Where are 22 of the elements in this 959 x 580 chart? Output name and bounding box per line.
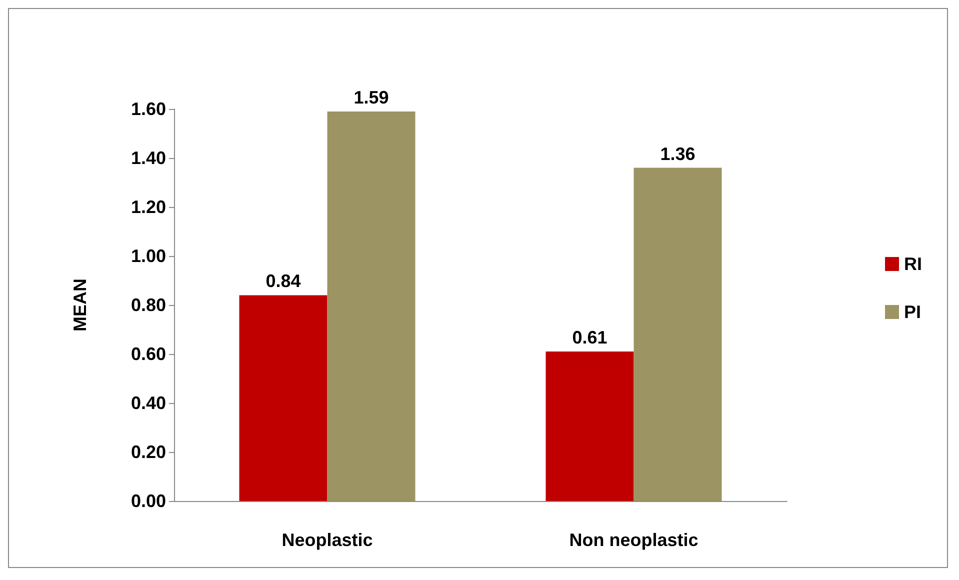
y-tick-label: 0.60	[130, 344, 166, 364]
y-tick-label: 1.00	[130, 246, 166, 266]
y-tick-label: 0.80	[130, 295, 166, 315]
y-tick-label: 0.00	[130, 491, 166, 511]
data-label: 0.84	[266, 271, 301, 292]
bar	[239, 295, 328, 501]
x-tick-label: Non neoplastic	[569, 530, 698, 550]
y-axis-title: MEAN	[70, 278, 90, 332]
bar	[327, 111, 416, 501]
legend-label: RI	[904, 254, 922, 274]
y-tick-label: 1.20	[130, 197, 166, 217]
data-label: 1.59	[354, 87, 389, 108]
bar	[634, 168, 722, 501]
bar	[546, 352, 634, 501]
x-tick-label: Neoplastic	[282, 530, 373, 550]
data-label: 0.61	[572, 328, 608, 348]
y-tick-label: 1.40	[130, 148, 166, 168]
y-tick-label: 1.60	[130, 99, 166, 119]
y-tick-label: 0.40	[130, 393, 166, 413]
y-tick-label: 0.20	[130, 442, 166, 462]
legend-label: PI	[904, 302, 922, 322]
data-label: 1.36	[660, 144, 696, 164]
